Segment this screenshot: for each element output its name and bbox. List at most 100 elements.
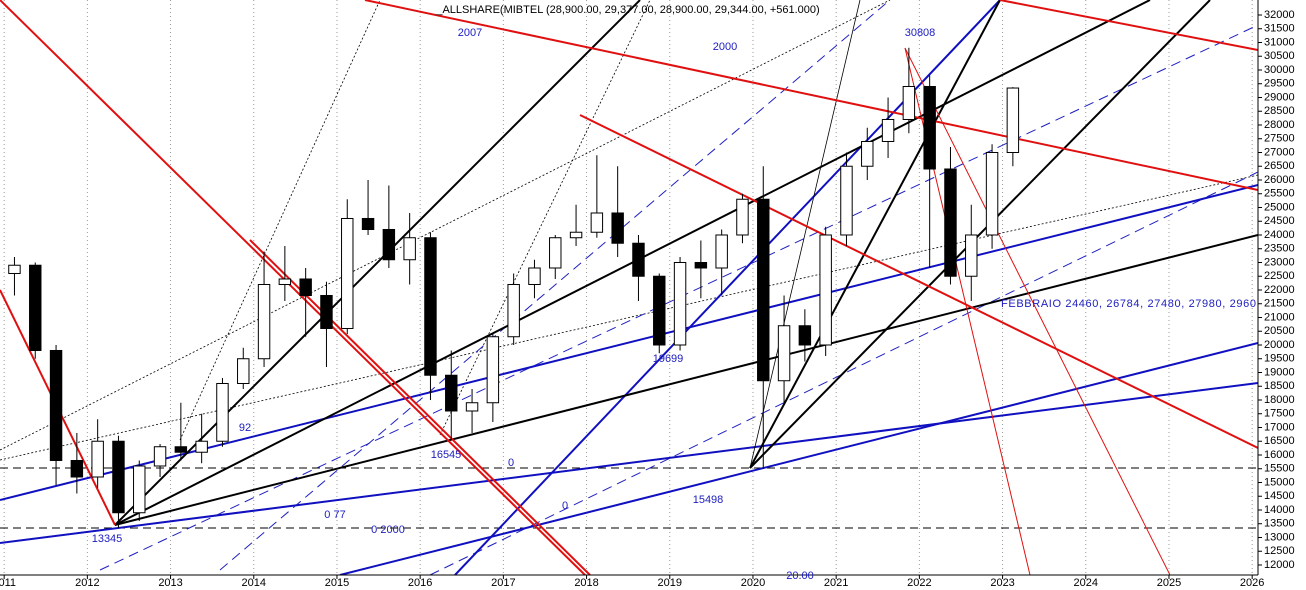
y-tick-label: 22500 (1264, 270, 1295, 282)
annotation: 13345 (92, 533, 123, 545)
y-tick-label: 15000 (1264, 476, 1295, 488)
candle-body (49, 349, 63, 461)
candle-body (174, 446, 188, 453)
trendline (219, 0, 891, 571)
y-tick-label: 24500 (1264, 215, 1295, 227)
candle-body (382, 228, 396, 261)
x-tick-label: 2015 (325, 577, 349, 589)
y-tick-label: 30500 (1264, 50, 1295, 62)
y-tick-label: 19500 (1264, 353, 1295, 365)
chart-title: _ALLSHARE(MIBTEL (28,900.00, 29,377.00, … (435, 4, 819, 16)
candle-body (153, 446, 167, 467)
candle-body (507, 283, 520, 338)
y-tick-label: 25500 (1264, 188, 1295, 200)
grid (3, 0, 1262, 579)
candle-body (237, 358, 250, 384)
candle-body (902, 85, 916, 120)
y-tick-label: 16000 (1264, 449, 1295, 461)
candle-body (694, 261, 708, 269)
candle-body (653, 275, 666, 346)
candle-body (944, 168, 957, 277)
y-tick-label: 12000 (1264, 559, 1295, 571)
annotation: 0 (562, 500, 568, 512)
candle-body (819, 234, 832, 346)
trendline (0, 0, 891, 451)
candle-body (861, 140, 874, 167)
y-tick-label: 20500 (1264, 325, 1295, 337)
candle-body (736, 198, 749, 236)
trendline (454, 0, 1001, 575)
annotation: FEBBRAIO 24460, 26784, 27480, 27980, 296… (1001, 298, 1256, 310)
annotation: 2007 (458, 27, 482, 39)
candle-body (777, 325, 791, 382)
y-tick-label: 32000 (1264, 9, 1295, 21)
x-tick-label: 2024 (1074, 577, 1098, 589)
x-tick-label: 2026 (1240, 577, 1264, 589)
trendline (439, 0, 651, 436)
y-tick-label: 29500 (1264, 78, 1295, 90)
y-tick-label: 25000 (1264, 201, 1295, 213)
y-tick-label: 30000 (1264, 64, 1295, 76)
annotation: 2000 (713, 41, 737, 53)
y-tick-label: 13000 (1264, 531, 1295, 543)
candle-body (528, 267, 541, 285)
trendline (429, 171, 1258, 575)
candle-body (8, 264, 21, 274)
candle-body (965, 234, 978, 277)
y-tick-label: 22000 (1264, 284, 1295, 296)
candle-body (216, 382, 229, 442)
x-tick-label: 2020 (741, 577, 765, 589)
y-tick-label: 24000 (1264, 229, 1295, 241)
candle-body (278, 278, 292, 285)
trendline (999, 0, 1258, 51)
y-tick-label: 29000 (1264, 91, 1295, 103)
candle-body (715, 234, 728, 269)
candle-body (341, 217, 354, 329)
candle-body (424, 237, 437, 376)
y-tick-label: 31000 (1264, 36, 1295, 48)
y-tick-label: 14000 (1264, 504, 1295, 516)
y-tick-label: 17000 (1264, 421, 1295, 433)
annotations: 2007 2000 30808 92 16545 0 0 77 0 2000 0 15498 133… (92, 27, 1256, 582)
candle-body (590, 212, 604, 233)
trendline (749, 0, 1211, 469)
candle-body (985, 151, 999, 236)
y-tick-label: 12500 (1264, 545, 1295, 557)
candle-body (91, 440, 104, 478)
y-tick-label: 26000 (1264, 174, 1295, 186)
candle-body (923, 85, 936, 170)
candle-body (257, 283, 271, 360)
x-tick-label: 2017 (491, 577, 515, 589)
y-tick-label: 27000 (1264, 146, 1295, 158)
x-tick-label: 2013 (158, 577, 182, 589)
y-tick-label: 16500 (1264, 435, 1295, 447)
candle-body (195, 440, 208, 453)
trendline (114, 234, 1258, 526)
trendline (0, 0, 586, 575)
y-tick-label: 28000 (1264, 119, 1295, 131)
candle-body (133, 465, 146, 514)
annotation: 0 (508, 457, 514, 469)
trendline (0, 184, 1258, 501)
annotation: 0 2000 (371, 524, 405, 536)
x-tick-label: 2011 (0, 577, 16, 589)
candle-body (112, 440, 125, 514)
y-tick-label: 13500 (1264, 518, 1295, 530)
y-tick-label: 18500 (1264, 380, 1295, 392)
trendline (114, 0, 641, 526)
y-tick-label: 26500 (1264, 160, 1295, 172)
candle-body (569, 231, 583, 239)
annotation: 19699 (653, 353, 684, 365)
trendline (0, 174, 1258, 461)
candle-body (840, 165, 853, 236)
y-tick-label: 23000 (1264, 256, 1295, 268)
candle-body (673, 261, 687, 346)
y-tick-label: 17500 (1264, 408, 1295, 420)
trendline (579, 114, 1258, 449)
candles (8, 47, 1020, 529)
annotation: 92 (239, 422, 251, 434)
candle-body (632, 242, 645, 277)
candle-body (403, 237, 416, 261)
trendlines (0, 0, 1258, 575)
